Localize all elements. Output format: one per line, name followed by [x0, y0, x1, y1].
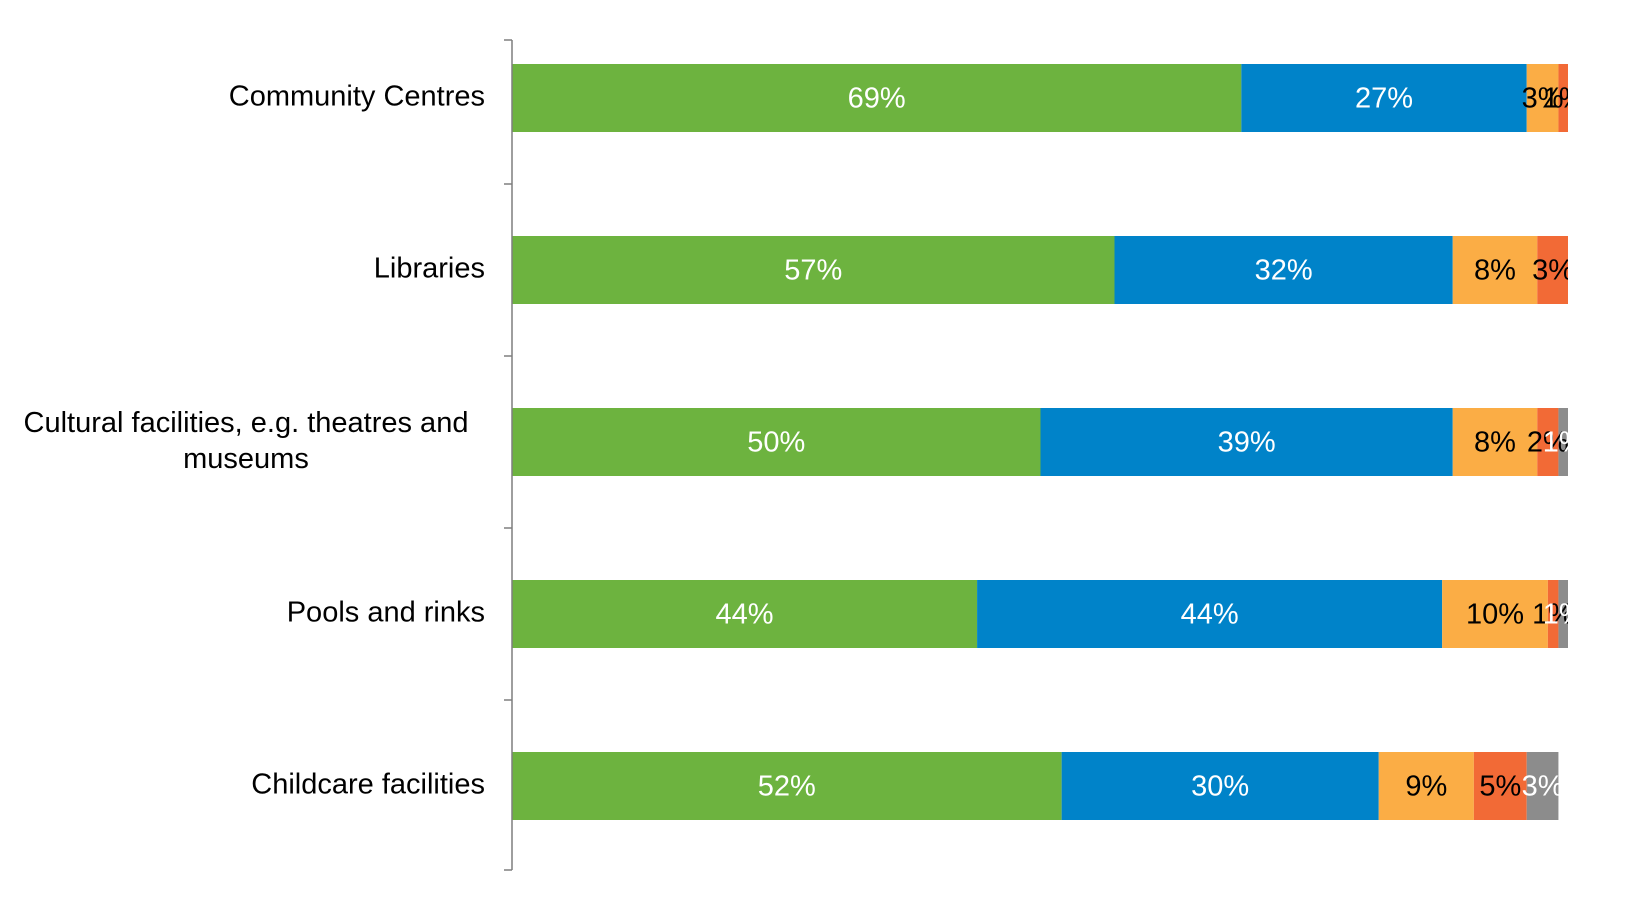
- data-label: 3%: [1522, 83, 1564, 115]
- data-label: 44%: [716, 599, 774, 631]
- category-label: Cultural facilities, e.g. theatres and mu…: [24, 407, 469, 475]
- data-label: 1%: [1543, 427, 1585, 459]
- data-label: 10%: [1466, 599, 1524, 631]
- data-label: 32%: [1255, 255, 1313, 287]
- bar-segment: [1442, 580, 1548, 648]
- bar-segment: [1537, 408, 1559, 476]
- bar-segment: [1114, 236, 1453, 304]
- bar-segment: [512, 580, 978, 648]
- data-label: 39%: [1218, 427, 1276, 459]
- bar-segment: [1537, 236, 1568, 304]
- category-label: Libraries: [374, 253, 485, 285]
- data-label: 1%: [1543, 599, 1585, 631]
- data-label: 50%: [747, 427, 805, 459]
- bar-segment: [1558, 408, 1568, 476]
- data-label: 8%: [1474, 427, 1516, 459]
- bar-segment: [1473, 752, 1527, 820]
- bar-segment: [1547, 580, 1559, 648]
- data-label: 69%: [848, 83, 906, 115]
- data-label: 52%: [758, 771, 816, 803]
- data-label: 44%: [1181, 599, 1239, 631]
- category-label: Community Centres: [229, 81, 485, 113]
- bar-segment: [1526, 752, 1559, 820]
- category-label: Pools and rinks: [287, 597, 485, 629]
- data-label: 30%: [1191, 771, 1249, 803]
- bar-segment: [1558, 580, 1568, 648]
- data-label: 8%: [1474, 255, 1516, 287]
- bar-segment: [1526, 64, 1559, 132]
- bar-segment: [1452, 236, 1538, 304]
- bar-segment: [512, 408, 1041, 476]
- plot-area: 69% 27% 3%1%57% 32% 8% 3%50% 39% 8% 2%1%44% 44% 10…: [512, 64, 1585, 820]
- data-label: 9%: [1405, 771, 1447, 803]
- bar-segment: [1452, 408, 1538, 476]
- data-label: 5%: [1479, 771, 1521, 803]
- category-label: Childcare facilities: [251, 769, 485, 801]
- bar-segment: [1378, 752, 1474, 820]
- data-label: 1%: [1543, 83, 1585, 115]
- data-label: 27%: [1355, 83, 1413, 115]
- bar-segment: [1061, 752, 1379, 820]
- data-label: 3%: [1522, 771, 1564, 803]
- data-label: 57%: [784, 255, 842, 287]
- data-label: 1%: [1532, 599, 1574, 631]
- bar-segment: [512, 752, 1062, 820]
- bar-segment: [1241, 64, 1527, 132]
- bar-segment: [512, 236, 1115, 304]
- data-label: 2%: [1527, 427, 1569, 459]
- bar-segment: [977, 580, 1443, 648]
- bar-segment: [1558, 64, 1568, 132]
- bar-segment: [512, 64, 1242, 132]
- bar-segment: [1040, 408, 1453, 476]
- data-label: 3%: [1532, 255, 1574, 287]
